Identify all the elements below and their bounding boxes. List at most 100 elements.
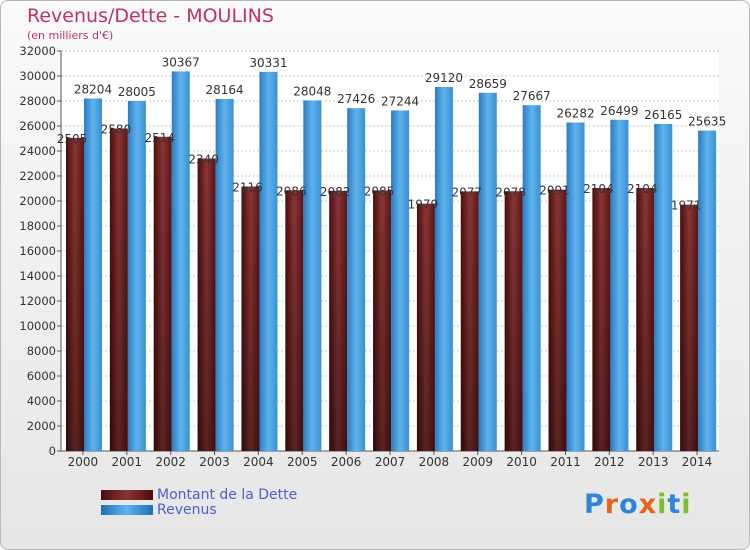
data-label-dette: 2086 (276, 184, 307, 198)
x-tick-label: 2013 (638, 455, 669, 469)
x-tick-label: 2004 (243, 455, 274, 469)
y-tick-label: 24000 (19, 144, 56, 158)
data-label-revenus: 28005 (118, 85, 156, 99)
bar-revenus (127, 100, 146, 451)
y-tick-label: 6000 (27, 369, 56, 383)
x-tick-label: 2012 (594, 455, 625, 469)
x-tick-label: 2001 (112, 455, 143, 469)
bar-dette-shade (636, 188, 655, 451)
bar-dette-shade (504, 191, 523, 451)
y-tick-label: 20000 (19, 194, 56, 208)
data-label-dette: 2514 (144, 131, 175, 145)
legend-swatch-revenus (101, 504, 153, 515)
x-tick-label: 2008 (419, 455, 450, 469)
x-tick-label: 2010 (506, 455, 537, 469)
bar-revenus (215, 98, 234, 451)
data-label-dette: 2116 (232, 181, 263, 195)
legend-swatch-dette (101, 489, 153, 500)
data-label-dette: 2505 (57, 132, 88, 146)
x-tick-label: 2005 (287, 455, 318, 469)
x-tick-label: 2007 (375, 455, 406, 469)
bar-revenus (259, 71, 278, 452)
proxiti-logo: Proxiti (584, 489, 692, 520)
bar-revenus (434, 87, 453, 451)
bar-dette-shade (680, 204, 699, 451)
bar-dette-shade (109, 128, 128, 451)
bar-dette-shade (66, 137, 84, 451)
x-tick-label: 2000 (68, 455, 99, 469)
data-label-dette: 1971 (671, 199, 702, 213)
y-tick-label: 18000 (19, 219, 56, 233)
bar-revenus (478, 92, 497, 451)
y-tick-label: 12000 (19, 294, 56, 308)
data-label-dette: 2091 (539, 184, 570, 198)
x-tick-label: 2014 (682, 455, 713, 469)
bar-revenus (84, 98, 102, 451)
data-label-revenus: 28204 (74, 82, 112, 96)
y-tick-label: 0 (49, 444, 56, 458)
bar-dette-shade (416, 203, 435, 451)
y-tick-label: 10000 (19, 319, 56, 333)
data-label-revenus: 25635 (688, 115, 726, 129)
data-label-revenus: 27426 (337, 92, 375, 106)
bar-dette-shade (373, 190, 392, 451)
bar-revenus (347, 108, 366, 452)
bar-revenus (698, 130, 717, 451)
data-label-revenus: 28048 (293, 84, 331, 98)
legend-item-dette: Montant de la Dette (101, 486, 298, 503)
bar-dette-shade (285, 190, 304, 451)
data-label-dette: 2580 (101, 123, 132, 137)
y-tick-label: 2000 (27, 419, 56, 433)
chart-subtitle: (en milliers d'€) (27, 29, 114, 42)
y-tick-label: 22000 (19, 169, 56, 183)
bar-dette-shade (241, 186, 260, 451)
bar-dette-shade (460, 191, 479, 451)
logo-letter: r (604, 489, 620, 520)
data-label-revenus: 26499 (600, 104, 638, 118)
y-tick-label: 8000 (27, 344, 56, 358)
legend: Montant de la Dette Revenus (101, 486, 298, 518)
x-tick-label: 2006 (331, 455, 362, 469)
x-tick-label: 2002 (155, 455, 186, 469)
y-tick-label: 32000 (19, 44, 56, 58)
logo-letter: P (584, 489, 605, 520)
data-label-dette: 2077 (452, 185, 483, 199)
data-label-dette: 2340 (188, 153, 219, 167)
logo-letter: o (619, 489, 639, 520)
data-label-revenus: 30367 (162, 55, 200, 69)
data-label-dette: 2104 (627, 182, 658, 196)
bar-dette-shade (197, 158, 216, 451)
data-label-revenus: 30331 (249, 56, 287, 70)
logo-letter: i (681, 489, 692, 520)
legend-label-revenus: Revenus (157, 501, 217, 518)
y-tick-label: 16000 (19, 244, 56, 258)
legend-label-dette: Montant de la Dette (157, 486, 298, 503)
y-tick-label: 30000 (19, 69, 56, 83)
y-tick-label: 28000 (19, 94, 56, 108)
data-label-dette: 2082 (320, 185, 351, 199)
bar-dette-shade (153, 136, 172, 451)
data-label-revenus: 28659 (469, 77, 507, 91)
y-tick-label: 4000 (27, 394, 56, 408)
data-label-dette: 2085 (364, 184, 395, 198)
y-tick-label: 26000 (19, 119, 56, 133)
chart-title: Revenus/Dette - MOULINS (27, 5, 274, 27)
bar-revenus (566, 122, 585, 451)
bar-revenus (391, 110, 410, 451)
bar-dette-shade (548, 189, 567, 451)
logo-letter: i (657, 489, 668, 520)
x-tick-label: 2011 (550, 455, 581, 469)
data-label-dette: 1979 (408, 198, 439, 212)
data-label-revenus: 27667 (513, 89, 551, 103)
logo-letter: x (638, 489, 658, 520)
data-label-revenus: 27244 (381, 94, 419, 108)
data-label-revenus: 26165 (644, 108, 682, 122)
bar-revenus (522, 105, 541, 451)
data-label-dette: 2104 (583, 182, 614, 196)
bar-revenus (654, 123, 673, 451)
logo-letter: t (667, 489, 682, 520)
legend-item-revenus: Revenus (101, 501, 297, 518)
data-label-dette: 2078 (495, 185, 526, 199)
